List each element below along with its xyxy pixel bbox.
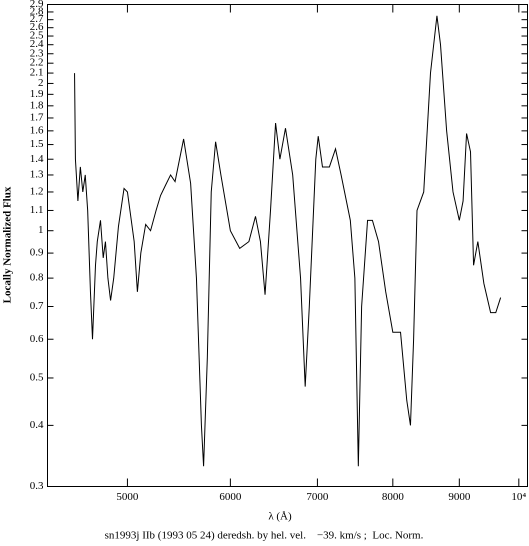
x-tick-label: 9000 bbox=[448, 491, 471, 503]
x-tick-label: 5000 bbox=[116, 491, 139, 503]
x-tick-label: 10⁴ bbox=[511, 491, 526, 503]
plot-frame bbox=[47, 4, 528, 487]
y-tick-label: 0.8 bbox=[30, 272, 44, 284]
y-tick-label: 2.8 bbox=[30, 5, 44, 17]
y-tick-label: 2.6 bbox=[30, 21, 44, 33]
y-tick-label: 1.9 bbox=[30, 88, 44, 100]
y-tick-label: 2.5 bbox=[30, 30, 44, 42]
y-tick-label: 1.6 bbox=[30, 124, 44, 136]
y-tick-label: 0.5 bbox=[30, 372, 44, 384]
y-tick-label: 2.3 bbox=[30, 47, 44, 59]
y-tick-label: 1.4 bbox=[30, 153, 44, 165]
y-tick-label: 2.4 bbox=[30, 38, 44, 50]
y-tick-label: 1.3 bbox=[30, 168, 44, 180]
y-tick-label: 1.2 bbox=[30, 186, 44, 198]
y-tick-label: 2.1 bbox=[30, 67, 44, 79]
y-tick-label: 0.9 bbox=[30, 247, 44, 259]
y-tick-label: 1 bbox=[38, 224, 44, 236]
x-tick-label: 8000 bbox=[382, 491, 405, 503]
x-tick-label: 7000 bbox=[306, 491, 329, 503]
y-tick-label: 2.9 bbox=[30, 0, 44, 10]
y-tick-label: 0.3 bbox=[30, 480, 44, 492]
y-tick-label: 2.7 bbox=[30, 13, 44, 25]
y-axis-label: Locally Normalized Flux bbox=[2, 186, 14, 303]
x-axis-label: λ (Å) bbox=[268, 511, 292, 523]
y-tick-label: 2 bbox=[38, 77, 44, 89]
y-tick-label: 0.7 bbox=[30, 300, 44, 312]
y-tick-label: 1.5 bbox=[30, 138, 44, 150]
y-tick-label: 1.1 bbox=[30, 204, 44, 216]
y-tick-label: 0.6 bbox=[30, 333, 44, 345]
y-tick-label: 2.2 bbox=[30, 57, 44, 69]
y-tick-label: 1.7 bbox=[30, 112, 44, 124]
y-tick-label: 0.4 bbox=[30, 419, 44, 431]
x-tick-label: 6000 bbox=[219, 491, 242, 503]
caption: sn1993j IIb (1993 05 24) deredsh. by hel… bbox=[105, 530, 424, 542]
y-tick-label: 1.8 bbox=[30, 99, 44, 111]
spectrum-line bbox=[74, 15, 502, 467]
